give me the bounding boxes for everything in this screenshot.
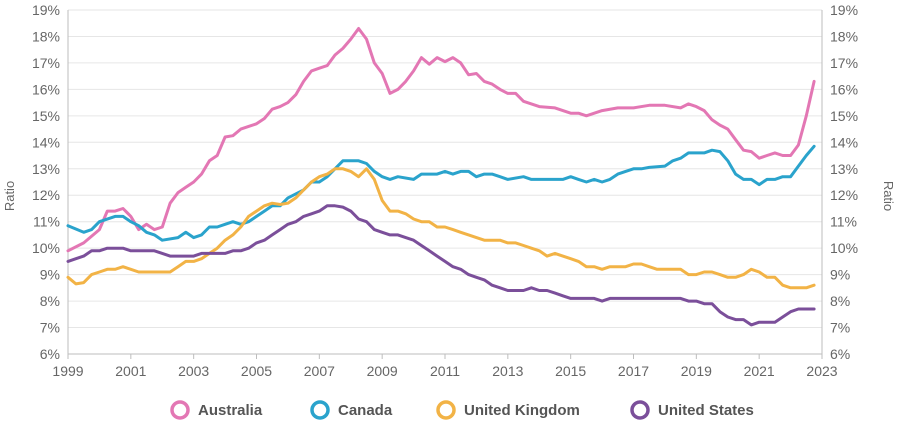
legend-marker-canada [310,400,330,420]
x-tick-label: 2017 [618,363,649,379]
y-tick-label-right: 12% [830,187,858,203]
legend-item-united-kingdom[interactable]: United Kingdom [436,400,580,420]
y-tick-label-left: 8% [40,293,60,309]
series-lines [66,27,816,327]
y-tick-label-left: 18% [32,28,60,44]
y-tick-label-left: 12% [32,187,60,203]
y-tick-label-right: 11% [830,214,857,230]
y-tick-label-left: 14% [32,134,60,150]
legend-label-united-states: United States [658,402,754,419]
y-tick-label-left: 15% [32,108,60,124]
x-tick-label: 2011 [430,363,460,379]
y-tick-label-right: 17% [830,55,858,71]
legend-label-canada: Canada [338,402,393,419]
legend-label-united-kingdom: United Kingdom [464,402,580,419]
x-tick-label: 2005 [241,363,272,379]
series-line-united-states [66,204,816,327]
y-tick-label-left: 17% [32,55,60,71]
y-axis-title-right: Ratio [881,181,896,211]
y-tick-label-right: 6% [830,346,850,362]
y-tick-label-left: 19% [32,2,60,18]
y-tick-label-right: 8% [830,293,850,309]
y-axis-title-left: Ratio [2,181,17,211]
legend-marker-united-kingdom [436,400,456,420]
x-tick-label: 1999 [52,363,83,379]
legend-item-united-states[interactable]: United States [630,400,754,420]
y-tick-label-left: 11% [33,214,60,230]
y-tick-label-left: 16% [32,81,60,97]
y-tick-label-right: 16% [830,81,858,97]
series-line-australia [66,27,816,253]
series-line-canada [66,144,816,242]
y-tick-label-right: 14% [830,134,858,150]
x-tick-label: 2019 [681,363,712,379]
legend-marker-australia [170,400,190,420]
legend-item-australia[interactable]: Australia [170,400,263,420]
y-tick-label-right: 13% [830,161,858,177]
y-tick-label-right: 15% [830,108,858,124]
y-tick-label-right: 9% [830,267,850,283]
y-tick-labels-right: 6% 7% 8% 9% 10% 11% 12% 13% 14% 15% 16% 17% 18% 19% [830,2,858,362]
y-tick-label-left: 7% [40,320,60,336]
y-tick-label-left: 10% [32,240,60,256]
y-tick-label-left: 9% [40,267,60,283]
x-tick-label: 2023 [806,363,837,379]
series-line-united-kingdom [66,167,816,290]
x-tick-label: 2021 [744,363,775,379]
x-tick-labels: 1999 2001 2003 2005 2007 2009 2011 2013 2015 2017… [52,354,838,379]
y-tick-label-right: 19% [830,2,858,18]
y-tick-label-right: 18% [830,28,858,44]
y-tick-label-right: 7% [830,320,850,336]
y-tick-label-right: 10% [830,240,858,256]
legend-label-australia: Australia [198,402,263,419]
x-tick-label: 2001 [115,363,146,379]
gridlines [68,9,822,355]
y-tick-labels-left: 6% 7% 8% 9% 10% 11% 12% 13% 14% 15% 16% 17% 18% 19% [32,2,60,362]
x-tick-label: 2007 [304,363,335,379]
x-tick-label: 2015 [555,363,586,379]
legend-item-canada[interactable]: Canada [310,400,393,420]
y-tick-label-left: 13% [32,161,60,177]
x-tick-label: 2003 [178,363,209,379]
x-tick-label: 2009 [367,363,398,379]
x-tick-label: 2013 [492,363,523,379]
legend-marker-united-states [630,400,650,420]
legend[interactable]: Australia Canada United Kingdom United Stat… [170,400,754,420]
y-tick-label-left: 6% [40,346,60,362]
